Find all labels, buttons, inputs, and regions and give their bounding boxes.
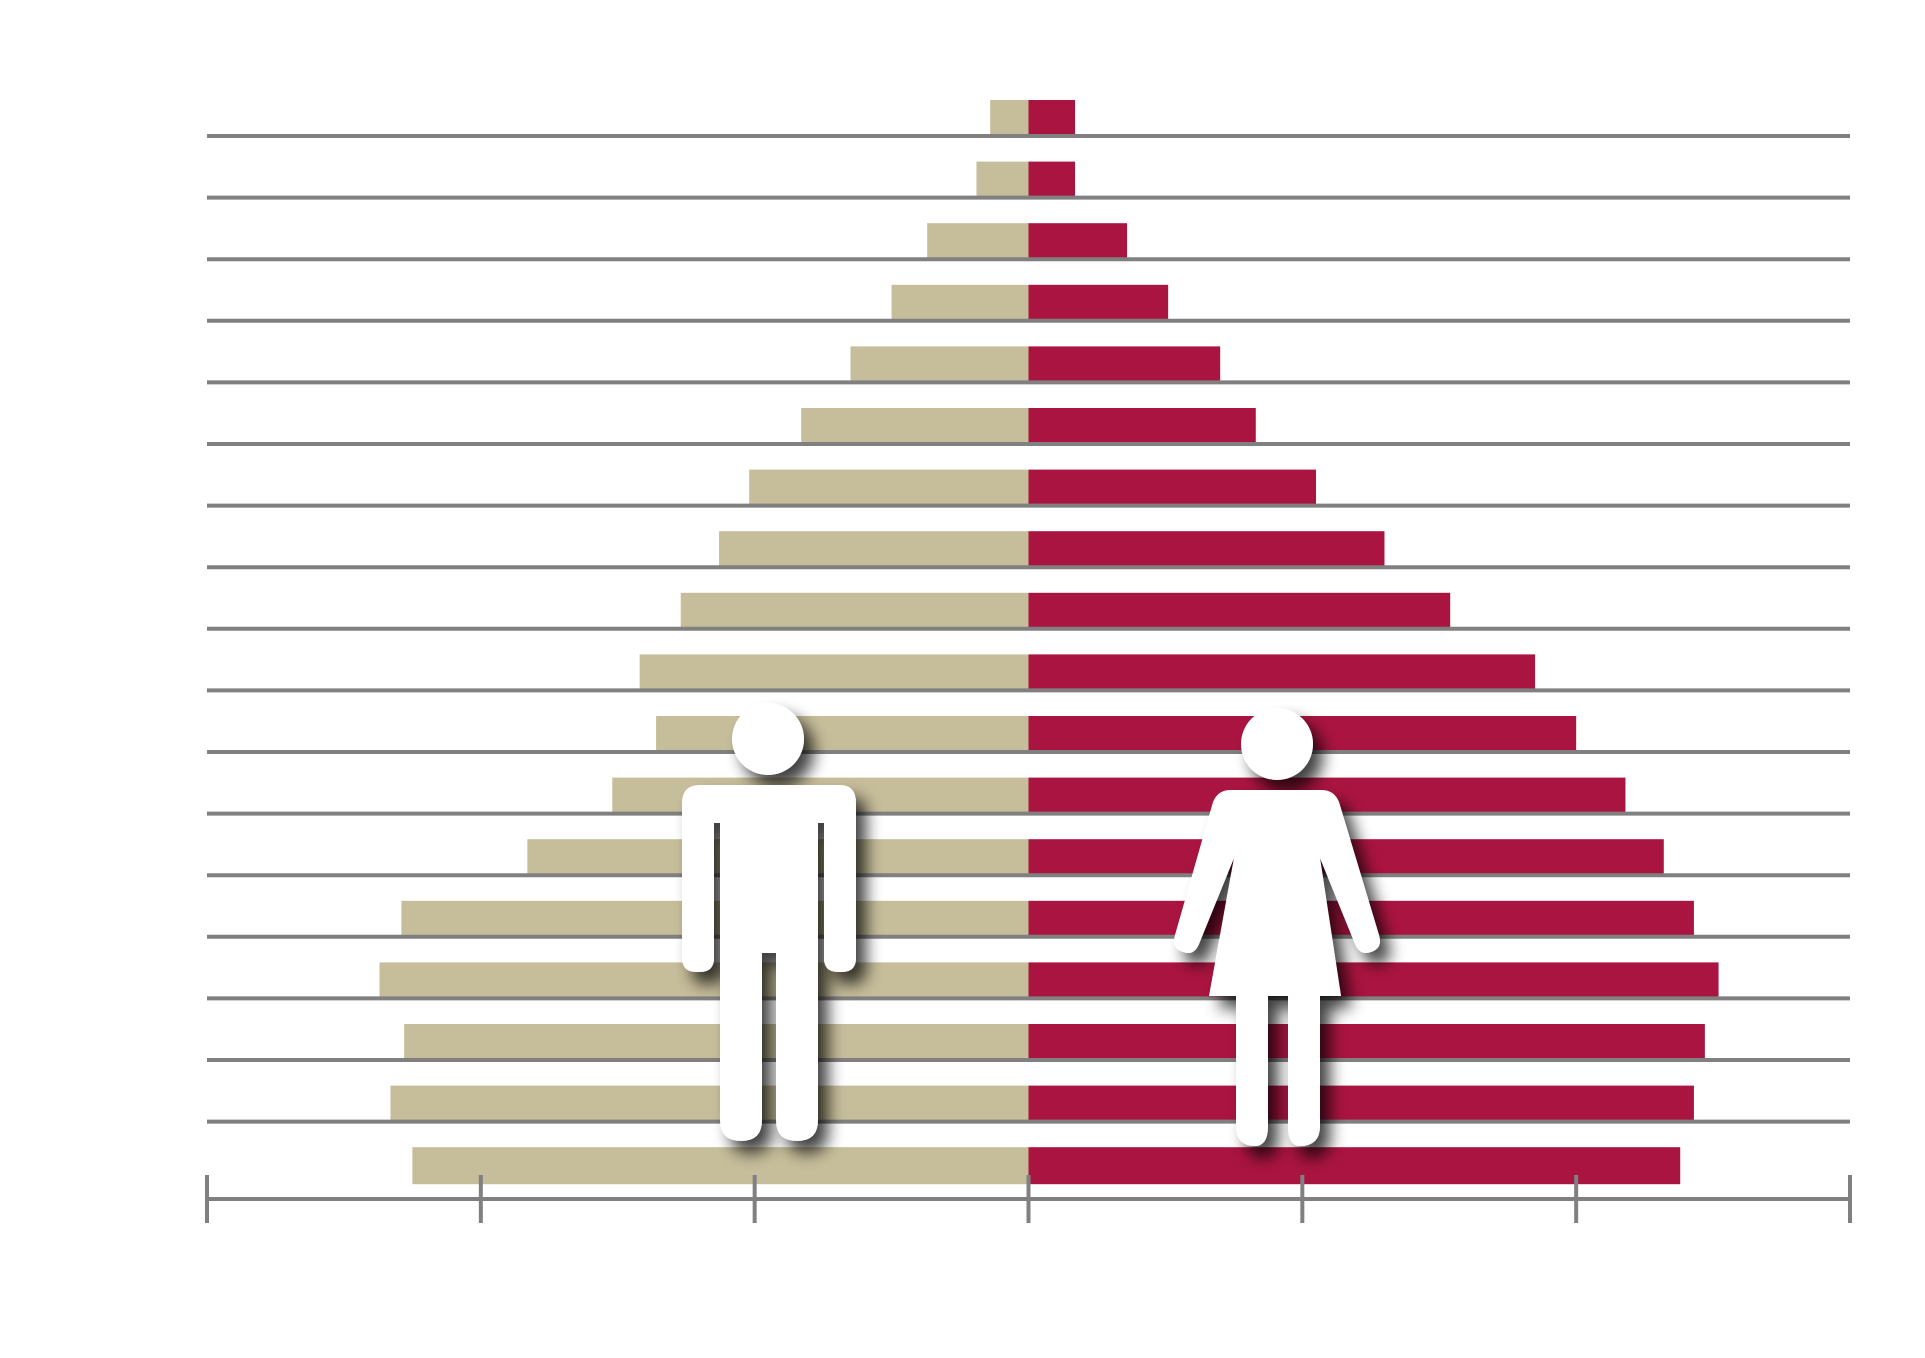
gridlines [207,134,1850,1124]
bar-left-18 [990,100,1029,137]
bar-left-12 [749,469,1029,507]
bar-right-17 [1028,161,1076,199]
bar-right-13 [1028,408,1256,445]
bar-left-10 [680,592,1029,630]
bar-right-4 [1028,962,1719,1000]
bar-left-16 [927,223,1029,261]
female-figure-icon [1174,708,1380,1146]
bar-right-14 [1028,346,1221,384]
bar-left-2 [390,1085,1029,1123]
male-figure-icon [682,703,856,1141]
bar-left-13 [801,408,1029,445]
bars [379,100,1719,1185]
bar-left-3 [404,1024,1029,1061]
bar-left-17 [976,161,1029,199]
bar-right-11 [1028,531,1385,569]
bar-right-3 [1028,1024,1705,1061]
bar-left-8 [656,716,1029,753]
bar-right-12 [1028,469,1317,507]
bar-right-1 [1028,1147,1681,1185]
bar-right-2 [1028,1085,1694,1123]
bar-left-1 [412,1147,1029,1185]
bar-left-9 [639,654,1029,692]
bar-right-16 [1028,223,1128,261]
bar-left-11 [719,531,1029,569]
bar-right-15 [1028,284,1169,322]
bar-left-14 [850,346,1029,384]
bar-right-9 [1028,654,1536,692]
bar-left-5 [401,900,1029,938]
bar-right-10 [1028,592,1451,630]
bar-left-15 [891,284,1029,322]
bar-right-18 [1028,100,1076,137]
x-axis [205,1175,1852,1223]
